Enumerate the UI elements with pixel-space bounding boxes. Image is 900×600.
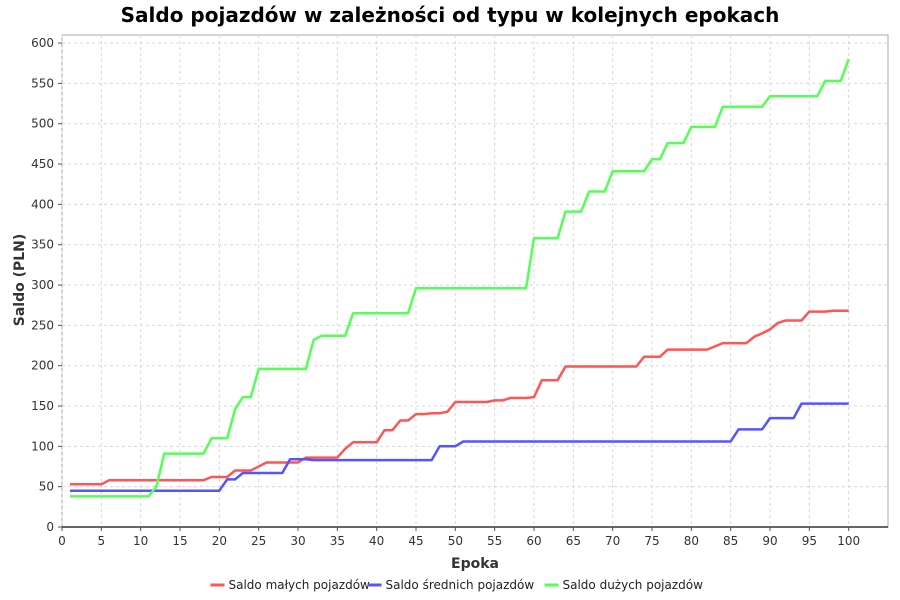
x-tick-label: 60 <box>526 534 541 548</box>
grid <box>61 35 888 528</box>
y-tick-label: 100 <box>31 439 54 453</box>
legend-label: Saldo małych pojazdów <box>229 578 371 592</box>
x-tick-label: 80 <box>684 534 699 548</box>
y-tick-label: 0 <box>46 520 54 534</box>
y-tick-label: 400 <box>31 197 54 211</box>
x-tick-label: 75 <box>644 534 659 548</box>
x-tick-label: 10 <box>133 534 148 548</box>
x-tick-label: 45 <box>408 534 423 548</box>
x-tick-label: 90 <box>762 534 777 548</box>
y-tick-label: 450 <box>31 157 54 171</box>
x-tick-label: 5 <box>98 534 106 548</box>
x-axis-ticks: 0 5 10 15 20 25 30 35 40 45 50 55 60 65 70 75 80 85 90 95 10… <box>58 527 860 548</box>
legend-label: Saldo średnich pojazdów <box>386 578 535 592</box>
x-axis-label: Epoka <box>451 556 499 572</box>
chart-title: Saldo pojazdów w zależności od typu w ko… <box>121 3 780 27</box>
y-tick-label: 250 <box>31 318 54 332</box>
y-tick-label: 200 <box>31 359 54 373</box>
x-tick-label: 95 <box>802 534 817 548</box>
y-axis-ticks: 0 50 100 150 200 250 300 350 400 450 500 550 600 <box>31 36 62 534</box>
x-tick-label: 15 <box>172 534 187 548</box>
series-line-2 <box>69 402 849 492</box>
x-tick-label: 30 <box>290 534 305 548</box>
y-tick-label: 300 <box>31 278 54 292</box>
x-tick-label: 85 <box>723 534 738 548</box>
y-tick-label: 150 <box>31 399 54 413</box>
y-tick-label: 550 <box>31 76 54 90</box>
x-tick-label: 55 <box>487 534 502 548</box>
y-tick-label: 50 <box>39 480 54 494</box>
plot-area <box>61 34 889 528</box>
series-lines <box>69 58 850 498</box>
y-tick-label: 500 <box>31 117 54 131</box>
x-tick-label: 0 <box>58 534 66 548</box>
legend-label: Saldo dużych pojazdów <box>563 578 704 592</box>
x-tick-label: 50 <box>448 534 463 548</box>
x-tick-label: 35 <box>330 534 345 548</box>
legend-item-2: Saldo średnich pojazdów <box>367 578 535 592</box>
legend-item-1: Saldo małych pojazdów <box>210 578 371 592</box>
legend-item-3: Saldo dużych pojazdów <box>544 578 704 592</box>
x-tick-label: 70 <box>605 534 620 548</box>
y-tick-label: 600 <box>31 36 54 50</box>
series-line-1 <box>69 309 849 486</box>
y-tick-label: 350 <box>31 238 54 252</box>
y-axis-label: Saldo (PLN) <box>12 234 28 327</box>
x-tick-label: 65 <box>566 534 581 548</box>
x-tick-label: 20 <box>212 534 227 548</box>
legend: Saldo małych pojazdów Saldo średnich poja… <box>210 578 704 592</box>
x-tick-label: 25 <box>251 534 266 548</box>
series-line-3 <box>69 58 850 498</box>
x-tick-label: 40 <box>369 534 384 548</box>
x-tick-label: 100 <box>837 534 860 548</box>
